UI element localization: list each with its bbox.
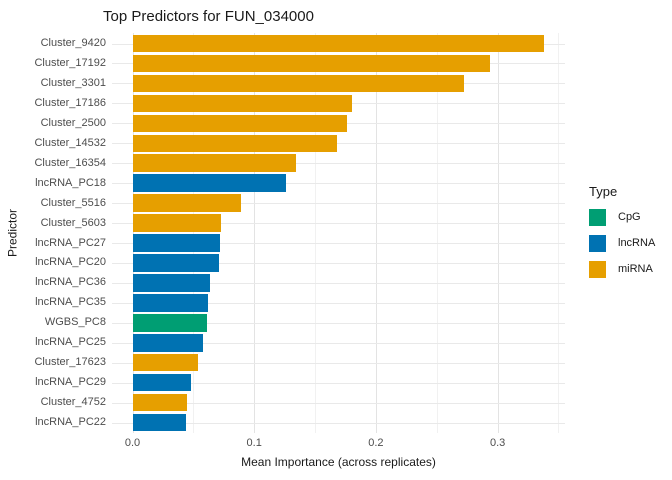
bar — [132, 353, 199, 372]
gridline-horizontal — [112, 322, 565, 324]
legend-item: miRNA — [589, 260, 655, 278]
gridline-horizontal — [112, 382, 565, 384]
y-axis-label: Cluster_14532 — [34, 136, 106, 149]
y-axis-label: lncRNA_PC20 — [35, 256, 106, 269]
y-axis-label: Cluster_2500 — [40, 116, 106, 129]
y-axis-title: Predictor — [5, 208, 20, 258]
bar — [132, 234, 221, 252]
gridline-vertical-minor — [436, 33, 438, 433]
y-axis-label: Cluster_17623 — [34, 356, 106, 369]
gridline-horizontal — [112, 163, 565, 165]
legend-item: lncRNA — [589, 234, 655, 252]
bar — [132, 314, 207, 332]
bar — [132, 393, 188, 412]
legend-title: Type — [589, 184, 618, 199]
chart-title: Top Predictors for FUN_034000 — [103, 8, 314, 25]
y-axis-label: Cluster_17192 — [34, 56, 106, 69]
gridline-horizontal — [112, 402, 565, 404]
gridline-horizontal — [112, 203, 565, 205]
bar — [132, 294, 208, 312]
bar — [132, 94, 352, 113]
bar — [132, 254, 219, 272]
gridline-vertical-major — [497, 33, 499, 433]
x-axis-tick-label: 0.3 — [489, 437, 506, 449]
y-axis-label: Cluster_9420 — [40, 37, 106, 49]
gridline-vertical-minor — [558, 33, 560, 433]
legend-items: CpG lncRNA miRNA — [589, 208, 655, 278]
y-axis-label: lncRNA_PC18 — [35, 176, 106, 189]
bar — [132, 34, 544, 53]
gridline-horizontal — [112, 143, 565, 145]
gridline-horizontal — [112, 302, 565, 304]
legend-item: CpG — [589, 208, 655, 226]
legend-label: lncRNA — [618, 237, 656, 249]
gridline-vertical-major — [132, 33, 134, 433]
y-axis-label: lncRNA_PC29 — [35, 376, 106, 389]
gridline-horizontal — [112, 342, 565, 344]
gridline-horizontal — [112, 362, 565, 364]
y-axis-label: Cluster_16354 — [34, 156, 106, 169]
bar — [132, 74, 464, 93]
bar — [132, 194, 241, 212]
bar — [132, 334, 204, 352]
bar — [132, 54, 491, 73]
y-axis-label: lncRNA_PC36 — [35, 276, 106, 289]
x-axis-tick-label: 0.2 — [368, 437, 384, 449]
bar — [132, 134, 337, 152]
gridline-horizontal — [112, 262, 565, 264]
bar — [132, 274, 211, 292]
gridline-horizontal — [112, 183, 565, 185]
x-axis-title: Mean Importance (across replicates) — [241, 455, 436, 469]
y-axis-label: Cluster_4752 — [40, 396, 106, 409]
legend-swatch — [589, 234, 606, 252]
legend-label: miRNA — [618, 263, 653, 275]
gridline-vertical-major — [375, 33, 377, 433]
gridline-horizontal — [112, 223, 565, 225]
legend-swatch — [589, 260, 606, 278]
y-axis-label: WGBS_PC8 — [44, 316, 106, 329]
y-axis-label: Cluster_17186 — [34, 96, 106, 109]
bar — [132, 114, 347, 133]
bar — [132, 154, 296, 172]
legend-swatch — [589, 208, 606, 226]
bar — [132, 214, 222, 232]
plot-panel — [112, 33, 565, 433]
x-axis-tick-label: 0.0 — [124, 437, 141, 449]
gridline-vertical-major — [254, 33, 256, 433]
legend-label: CpG — [618, 211, 641, 223]
gridline-vertical-minor — [193, 33, 195, 433]
gridline-horizontal — [112, 422, 565, 424]
y-axis-label: lncRNA_PC22 — [35, 416, 106, 429]
gridline-vertical-minor — [315, 33, 317, 433]
y-axis-label: lncRNA_PC35 — [35, 296, 106, 309]
bar — [132, 373, 191, 392]
x-axis-tick-label: 0.1 — [246, 437, 262, 449]
y-axis-label: lncRNA_PC27 — [35, 236, 106, 249]
y-axis-label: Cluster_5603 — [40, 216, 106, 229]
legend: Type CpG lncRNA miRNA — [589, 184, 655, 286]
y-axis-label: Cluster_3301 — [40, 76, 106, 89]
gridline-horizontal — [112, 282, 565, 284]
y-axis-label: lncRNA_PC25 — [35, 336, 106, 349]
bar — [132, 413, 187, 432]
y-axis-label: Cluster_5516 — [40, 196, 106, 209]
gridline-horizontal — [112, 243, 565, 244]
bar — [132, 174, 286, 192]
